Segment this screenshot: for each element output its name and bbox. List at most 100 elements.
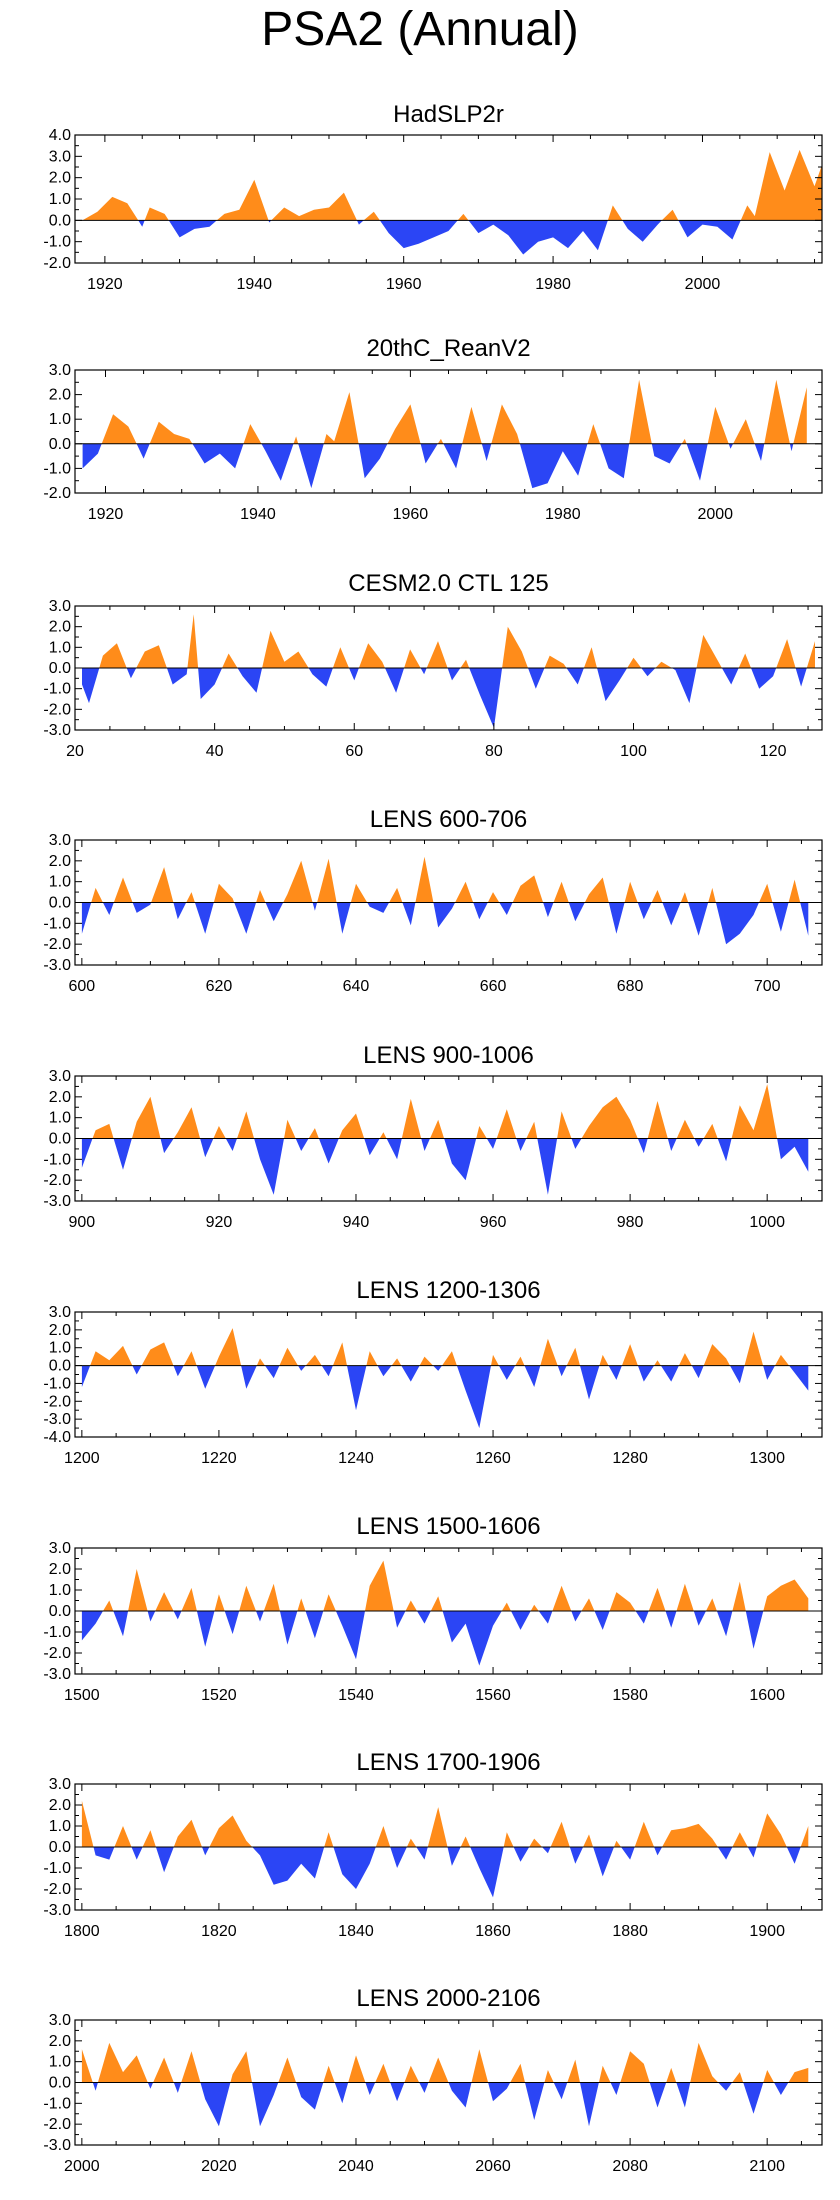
y-tick-label: -1.0 [43,460,71,477]
positive-area [82,379,807,444]
y-tick-label: -3.0 [43,957,71,974]
positive-area [82,614,815,668]
x-tick-label: 1940 [240,506,276,523]
x-tick-label: 1940 [236,276,272,293]
y-tick-label: 2.0 [49,619,71,636]
x-tick-label: 1200 [64,1450,100,1467]
x-tick-label: 120 [760,743,787,760]
y-tick-label: 0.0 [49,1603,71,1620]
negative-area [82,443,807,489]
x-tick-label: 1300 [749,1450,785,1467]
positive-area [81,856,809,903]
y-tick-label: 1.0 [49,874,71,891]
x-tick-label: 1980 [535,276,571,293]
y-tick-label: -1.0 [43,1860,71,1877]
y-tick-label: 2.0 [49,170,71,187]
x-tick-label: 600 [69,978,96,995]
y-tick-label: -1.0 [43,1375,71,1392]
chart-title: HadSLP2r [393,101,504,128]
y-tick-label: -1.0 [43,1624,71,1641]
chart-panel-9: LENS 2000-2106 3.0 2.0 1.0 0.0 -1.0 -2.0 -3.0 20… [43,1985,823,2175]
y-tick-label: -2.0 [43,1645,71,1662]
x-tick-label: 20 [66,743,84,760]
chart-title: LENS 600-706 [370,806,527,833]
x-tick-label: 1860 [475,1923,511,1940]
x-tick-label: 980 [617,1214,644,1231]
y-tick-label: 1.0 [49,2054,71,2071]
y-tick-label: 2.0 [49,1322,71,1339]
y-tick-label: -3.0 [43,1411,71,1428]
y-tick-label: 3.0 [49,1304,71,1321]
y-tick-label: -2.0 [43,701,71,718]
x-tick-label: 1260 [475,1450,511,1467]
plot-frame [74,1311,823,1438]
y-tick-label: 1.0 [49,1582,71,1599]
negative-area [81,1611,809,1666]
y-tick-label: -2.0 [43,255,71,272]
y-tick-label: 3.0 [49,148,71,165]
y-tick-label: 3.0 [49,1068,71,1085]
chart-panel-2: 20thC_ReanV2 3.0 2.0 1.0 0.0 -1.0 -2.0 1920 1940… [43,335,823,523]
x-tick-label: 1560 [475,1687,511,1704]
x-tick-label: 2000 [697,506,733,523]
y-tick-label: -2.0 [43,936,71,953]
x-tick-label: 700 [754,978,781,995]
x-tick-label: 1820 [201,1923,237,1940]
y-tick-label: -1.0 [43,681,71,698]
x-tick-label: 60 [345,743,363,760]
y-tick-label: 1.0 [49,191,71,208]
x-tick-label: 1520 [201,1687,237,1704]
x-tick-label: 80 [485,743,503,760]
negative-area [81,1847,809,1898]
chart-title: CESM2.0 CTL 125 [348,570,549,597]
x-tick-label: 2060 [475,2158,511,2175]
y-tick-label: 0.0 [49,1358,71,1375]
x-tick-label: 1840 [338,1923,374,1940]
chart-panel-4: LENS 600-706 3.0 2.0 1.0 0.0 -1.0 -2.0 -3.0 600 6… [43,806,823,995]
positive-area [81,2042,809,2083]
chart-title: LENS 1500-1606 [356,1513,540,1540]
y-tick-label: -1.0 [43,915,71,932]
x-tick-label: 1500 [64,1687,100,1704]
positive-area [82,149,822,221]
y-tick-label: -1.0 [43,2095,71,2112]
y-tick-label: -2.0 [43,1881,71,1898]
x-tick-label: 1960 [386,276,422,293]
y-tick-label: -2.0 [43,2116,71,2133]
x-tick-label: 920 [206,1214,233,1231]
x-tick-label: 2040 [338,2158,374,2175]
y-tick-label: 2.0 [49,1797,71,1814]
x-tick-label: 1240 [338,1450,374,1467]
chart-panel-3: CESM2.0 CTL 125 3.0 2.0 1.0 0.0 -1.0 -2.0 -3.0 2… [43,570,823,760]
x-tick-label: 1800 [64,1923,100,1940]
y-tick-label: -2.0 [43,1393,71,1410]
y-tick-label: 1.0 [49,1110,71,1127]
y-tick-label: 1.0 [49,411,71,428]
y-tick-label: -3.0 [43,722,71,739]
positive-area [81,1084,809,1139]
x-tick-label: 900 [69,1214,96,1231]
y-tick-label: 3.0 [49,1540,71,1557]
chart-panel-5: LENS 900-1006 3.0 2.0 1.0 0.0 -1.0 -2.0 -3.0 900… [43,1042,823,1231]
y-tick-label: -2.0 [43,485,71,502]
chart-panel-8: LENS 1700-1906 3.0 2.0 1.0 0.0 -1.0 -2.0 -3.0 18… [43,1749,823,1940]
y-tick-label: -3.0 [43,1193,71,1210]
x-tick-label: 2020 [201,2158,237,2175]
chart-title: LENS 1200-1306 [356,1277,540,1304]
y-tick-label: 2.0 [49,1089,71,1106]
y-tick-label: -4.0 [43,1429,71,1446]
x-tick-label: 620 [206,978,233,995]
x-tick-label: 100 [620,743,647,760]
x-tick-label: 940 [343,1214,370,1231]
x-tick-label: 1920 [88,506,124,523]
y-tick-label: 2.0 [49,853,71,870]
x-tick-label: 40 [206,743,224,760]
x-tick-label: 1900 [749,1923,785,1940]
negative-area [82,220,822,255]
x-tick-label: 640 [343,978,370,995]
x-tick-label: 1980 [545,506,581,523]
chart-title: LENS 1700-1906 [356,1749,540,1776]
chart-panel-7: LENS 1500-1606 3.0 2.0 1.0 0.0 -1.0 -2.0 -3.0 15… [43,1513,823,1704]
y-tick-label: -1.0 [43,234,71,251]
y-tick-label: 2.0 [49,2033,71,2050]
